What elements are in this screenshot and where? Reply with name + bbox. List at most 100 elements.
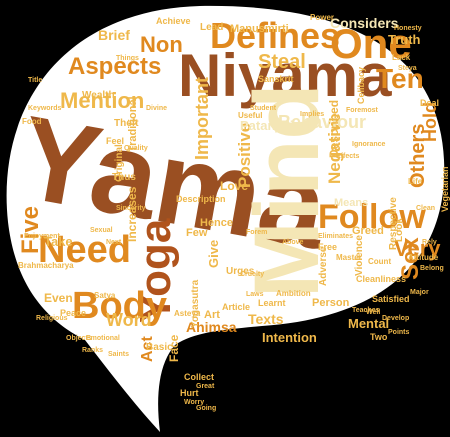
word-eliminates: Eliminates <box>318 233 353 240</box>
word-hold: Hold <box>420 102 440 142</box>
word-keywords: Keywords <box>28 105 62 112</box>
word-take: Take <box>44 234 73 249</box>
word-foremost: Foremost <box>346 107 379 114</box>
word-free: Free <box>318 242 337 252</box>
word-positive: Positive <box>235 123 254 188</box>
word-objects: Objects <box>66 335 92 342</box>
word-mental: Mental <box>348 316 389 331</box>
word-learnt: Learnt <box>258 298 286 308</box>
word-yogasutra: Yogasutra <box>190 279 201 328</box>
word-article: Article <box>222 302 250 312</box>
word-forem: Forem <box>246 229 267 236</box>
word-count: Count <box>368 257 391 266</box>
word-cleanliness: Cleanliness <box>356 274 406 284</box>
word-wealth: Wealth <box>82 90 115 101</box>
word-considers: Considers <box>330 15 399 31</box>
word-teaches: Teaches <box>352 307 380 314</box>
speech-bubble-shape <box>6 5 445 432</box>
word-means: Means <box>334 197 368 209</box>
word-give: Give <box>206 240 221 268</box>
word-face: Face <box>167 334 181 362</box>
word-master: Master <box>336 253 362 262</box>
word-lack: Lack <box>392 53 411 62</box>
word-respective: Respective <box>388 197 399 250</box>
word-description: Description <box>176 194 226 204</box>
word-cruelty: Cruelty <box>240 271 264 278</box>
word-defines: Defines <box>210 15 340 56</box>
word-mention: Mention <box>60 88 144 113</box>
word-collect: Collect <box>184 372 214 382</box>
word-emotional: Emotional <box>86 335 120 342</box>
word-sexual: Sexual <box>90 227 113 234</box>
word-attitude: Attitude <box>408 253 439 262</box>
word-life: Life <box>408 177 423 186</box>
word-celibacy: Celibacy <box>356 67 366 104</box>
word-even: Even <box>44 291 73 305</box>
word-useful: Useful <box>238 111 262 120</box>
word-develop: Develop <box>382 315 409 322</box>
word-need: Need <box>38 229 131 271</box>
word-few: Few <box>186 227 208 239</box>
word-patanjali: Patanjali <box>240 118 293 133</box>
word-going: Going <box>196 405 216 412</box>
word-vegetarian: Vegetarian <box>440 166 450 212</box>
word-niyama: Niyama <box>178 42 392 109</box>
word-ranks: Ranks <box>82 347 103 354</box>
word-behaviour: Behaviour <box>278 112 366 132</box>
word-one: One <box>330 20 412 67</box>
word-points: Points <box>388 329 409 336</box>
word-lead: Lead <box>200 22 223 33</box>
word-great: Great <box>196 383 215 390</box>
word-student: Student <box>250 105 277 112</box>
word-aspects: Aspects <box>68 53 161 80</box>
word-major: Major <box>410 289 429 296</box>
word-two: Two <box>370 332 388 342</box>
word-intention: Intention <box>262 330 317 345</box>
word-look: Look <box>394 218 405 242</box>
word-rely: Rely <box>422 239 437 246</box>
word-enjoyment: Enjoyment <box>24 233 60 240</box>
word-hence: Hence <box>200 217 233 229</box>
word-theft: Theft <box>114 118 139 129</box>
word-original: Original <box>114 144 125 182</box>
word-satisfied: Satisfied <box>372 294 410 304</box>
word-follow: Follow <box>318 198 426 236</box>
word-achieve: Achieve <box>156 16 191 26</box>
word-act: Act <box>139 336 156 362</box>
word-sanskrit: Sanskrit <box>258 74 294 84</box>
word-hurt: Hurt <box>180 388 199 398</box>
word-sincerity: Sincerity <box>116 205 146 212</box>
word-laws: Laws <box>246 291 264 298</box>
word-power: Power <box>310 13 334 22</box>
word-sex: Sex <box>397 237 424 280</box>
word-art: Art <box>204 309 220 321</box>
word-important: Important <box>192 77 212 160</box>
word-negative: Negative <box>325 113 344 184</box>
word-peace: Peace <box>60 308 86 318</box>
word-quality: Quality <box>124 145 148 152</box>
word-described: Described <box>327 100 341 158</box>
word-greed: Greed <box>352 225 384 237</box>
word-urges: Urges <box>226 266 255 277</box>
word-next: Next <box>106 239 122 246</box>
word-religious: Religious <box>36 315 68 322</box>
word-love: Love <box>220 179 248 193</box>
word-basic: Basic <box>146 342 173 353</box>
word-ambition: Ambition <box>276 289 311 298</box>
word-satya: Satya <box>94 291 116 300</box>
word-traditional: Traditional <box>127 96 139 152</box>
word-deal: Deal <box>420 98 439 108</box>
word-mind: Mind <box>236 83 338 298</box>
word-divine: Divine <box>146 105 167 112</box>
word-saints: Saints <box>108 351 129 358</box>
word-manusmirti: Manusmirti <box>230 23 289 35</box>
word-truth: Truth <box>388 32 421 47</box>
word-honesty: Honesty <box>394 25 422 32</box>
word-body: Body <box>72 285 167 327</box>
word-worry: Worry <box>184 399 204 406</box>
word-adverse: Adverse <box>318 246 329 286</box>
word-effects: Effects <box>336 153 359 160</box>
word-things: Things <box>116 55 139 62</box>
